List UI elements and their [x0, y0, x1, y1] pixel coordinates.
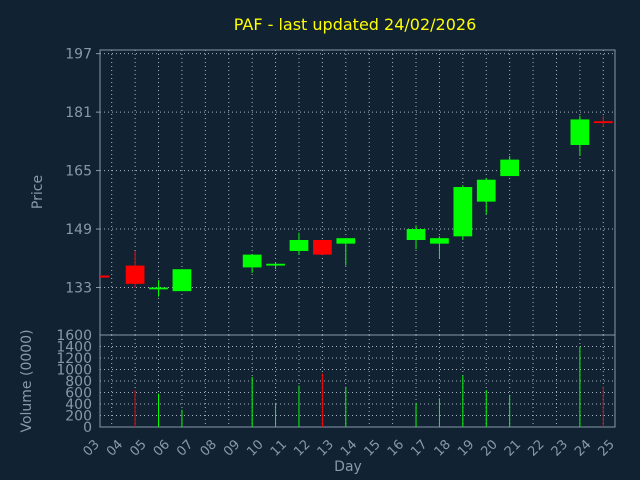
candle-body — [406, 229, 426, 240]
candlestick — [289, 232, 309, 255]
price-grid — [100, 50, 615, 335]
volume-tick-label: 1000 — [56, 363, 92, 379]
candle-body — [453, 187, 473, 237]
candle-body — [125, 265, 145, 284]
candlestick — [500, 155, 520, 177]
day-tick-label: 11 — [268, 437, 290, 459]
price-tick-label: 165 — [65, 164, 92, 180]
volume-tick-label: 600 — [65, 386, 92, 402]
volume-tick-label: 1400 — [56, 340, 92, 356]
price-tick-label: 133 — [65, 281, 92, 297]
day-tick-label: 22 — [525, 437, 547, 459]
day-tick-label: 04 — [104, 437, 126, 459]
chart-title: PAF - last updated 24/02/2026 — [234, 15, 477, 34]
volume-tick-label: 1200 — [56, 351, 92, 367]
candle-body — [476, 179, 496, 202]
candlestick — [406, 225, 426, 250]
price-plot-frame — [99, 49, 616, 336]
day-tick-label: 10 — [244, 437, 266, 459]
candlestick — [570, 115, 590, 156]
day-tick-label: 12 — [291, 437, 313, 459]
candlestick — [430, 236, 449, 259]
candle-body — [289, 240, 309, 251]
volume-tick-label: 1600 — [56, 328, 92, 344]
day-tick-label: 05 — [127, 437, 149, 459]
candle-body — [266, 263, 285, 266]
candlestick — [172, 269, 192, 292]
candle-body — [430, 238, 449, 244]
candlestick — [593, 115, 613, 127]
candle-body — [500, 159, 520, 177]
candlestick — [313, 240, 332, 255]
candlestick — [336, 238, 356, 266]
candlestick — [242, 254, 262, 273]
day-tick-label: 14 — [338, 437, 360, 459]
day-tick-label: 24 — [572, 437, 594, 459]
day-tick-label: 23 — [549, 437, 571, 459]
day-tick-label: 18 — [432, 437, 454, 459]
price-tick-label: 181 — [65, 105, 92, 121]
candle-body — [570, 119, 590, 145]
day-tick-label: 13 — [315, 437, 337, 459]
price-axis-label: Price — [30, 175, 46, 209]
day-tick-label: 17 — [408, 437, 430, 459]
candle-body — [593, 121, 613, 124]
candlestick — [149, 280, 168, 297]
candlestick — [266, 261, 285, 270]
volume-series — [134, 346, 604, 427]
volume-tick-label: 200 — [65, 409, 92, 425]
candle-body — [313, 240, 332, 255]
candle-body — [149, 287, 168, 290]
day-tick-label: 03 — [81, 437, 103, 459]
price-axis: 133 149 165 181 197 — [65, 47, 100, 297]
candle-body — [336, 238, 356, 244]
candle-body — [242, 254, 262, 268]
day-tick-label: 21 — [502, 437, 524, 459]
day-tick-label: 15 — [361, 437, 383, 459]
day-tick-label: 16 — [385, 437, 407, 459]
price-tick-label: 197 — [65, 47, 92, 63]
day-tick-label: 25 — [596, 437, 618, 459]
day-tick-label: 08 — [198, 437, 220, 459]
volume-tick-label: 400 — [65, 397, 92, 413]
day-tick-label: 09 — [221, 437, 243, 459]
volume-plot-frame — [99, 334, 616, 428]
day-tick-label: 07 — [174, 437, 196, 459]
volume-tick-label: 800 — [65, 374, 92, 390]
candle-body — [172, 269, 192, 292]
candlestick — [453, 185, 473, 240]
day-axis: 03 04 05 06 07 08 09 10 11 12 13 14 15 16 17 18 19 20 21 22… — [81, 437, 618, 459]
candlestick-series — [100, 115, 613, 297]
volume-axis-label: Volume (0000) — [19, 329, 35, 432]
day-axis-label: Day — [334, 459, 362, 475]
candlestick — [125, 250, 145, 288]
volume-grid — [100, 335, 615, 427]
day-tick-label: 20 — [478, 437, 500, 459]
day-tick-label: 06 — [151, 437, 173, 459]
candlestick — [476, 177, 496, 215]
volume-tick-label: 0 — [83, 420, 92, 436]
price-tick-label: 149 — [65, 222, 92, 238]
day-tick-label: 19 — [455, 437, 477, 459]
